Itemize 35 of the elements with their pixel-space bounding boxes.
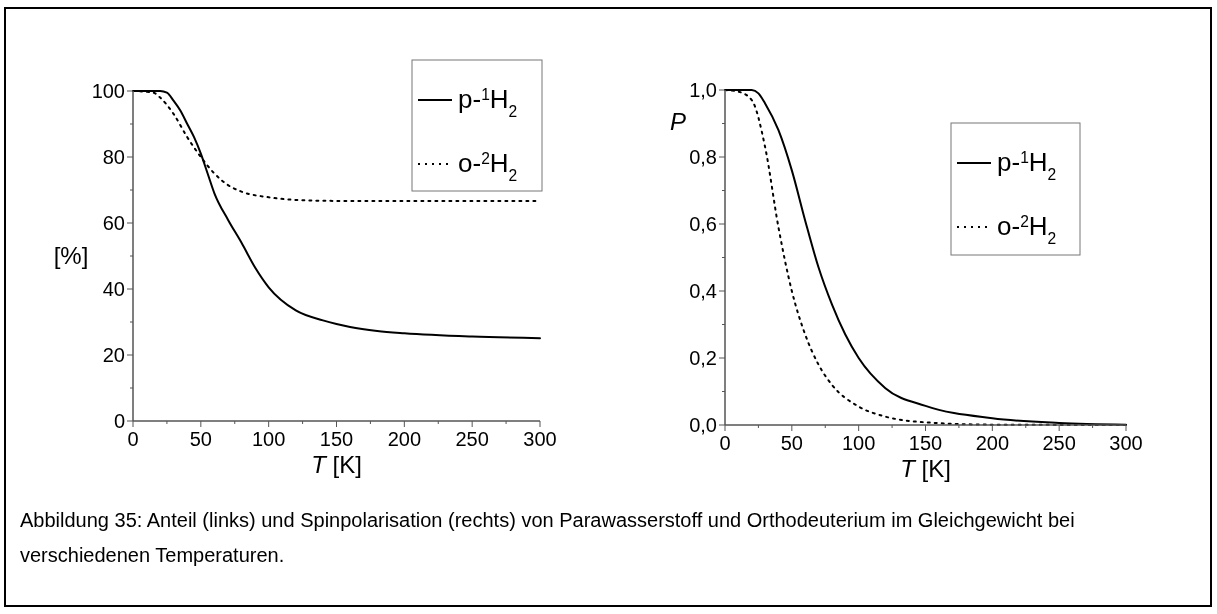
y-tick-label: 80 bbox=[102, 146, 125, 168]
y-tick-label: 100 bbox=[91, 80, 125, 102]
x-tick-label: 300 bbox=[523, 428, 557, 450]
y-tick-label: 0,4 bbox=[689, 280, 717, 302]
x-tick-label: 100 bbox=[841, 432, 876, 454]
text: Abbildung 35: Anteil (links) und Spinpolarisation (rechts) von Parawasserstoff und Orthodeuterium im Gleichgewicht bei verschiedenen Temperaturen. bbox=[20, 509, 1075, 566]
x-tick-label: 0 bbox=[719, 432, 731, 454]
y-tick-label: 0,2 bbox=[689, 347, 717, 369]
legend-label: p-$^{1}$H$_{2}$ bbox=[997, 147, 1057, 183]
y-tick-label: 0 bbox=[113, 410, 125, 432]
y-tick-label: 20 bbox=[102, 344, 125, 366]
y-axis-title: P bbox=[669, 108, 687, 135]
legend-label: p-$^{1}$H$_{2}$ bbox=[458, 84, 518, 120]
legend-label: o-$^{2}$H$_{2}$ bbox=[997, 211, 1057, 247]
x-axis-title: T [K] bbox=[311, 451, 362, 478]
y-tick-label: 0,6 bbox=[689, 213, 717, 235]
x-tick-label: 300 bbox=[1109, 432, 1143, 454]
y-tick-label: 60 bbox=[102, 212, 125, 234]
y-tick-label: 0,8 bbox=[689, 146, 717, 168]
x-tick-label: 250 bbox=[455, 428, 489, 450]
x-tick-label: 150 bbox=[319, 428, 354, 450]
y-tick-label: 40 bbox=[102, 278, 125, 300]
legend-label: o-$^{2}$H$_{2}$ bbox=[458, 148, 518, 184]
x-tick-label: 150 bbox=[908, 432, 943, 454]
x-tick-label: 50 bbox=[780, 432, 803, 454]
x-axis-title: T [K] bbox=[900, 455, 951, 482]
x-tick-label: 0 bbox=[127, 428, 139, 450]
y-tick-label: 1,0 bbox=[689, 79, 717, 101]
y-axis-title: [%] bbox=[53, 242, 89, 269]
x-tick-label: 100 bbox=[251, 428, 286, 450]
x-tick-label: 200 bbox=[387, 428, 422, 450]
x-tick-label: 250 bbox=[1042, 432, 1076, 454]
x-tick-label: 50 bbox=[189, 428, 212, 450]
y-tick-label: 0,0 bbox=[689, 414, 717, 436]
x-tick-label: 200 bbox=[975, 432, 1010, 454]
